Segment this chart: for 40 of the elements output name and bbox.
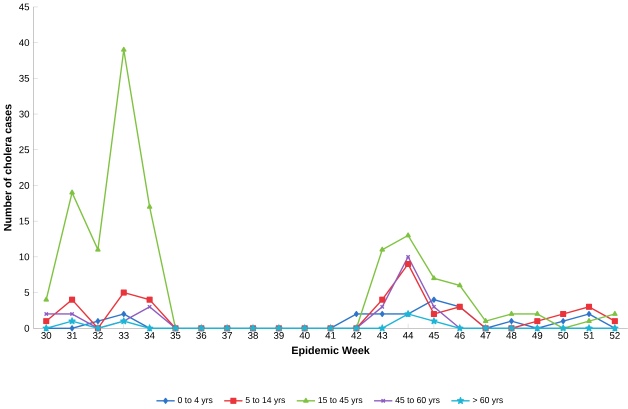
x-tick-label: 31 xyxy=(67,332,77,339)
x-tick-label: 39 xyxy=(274,332,284,339)
x-tick-label: 33 xyxy=(118,332,129,339)
y-tick-label: 15 xyxy=(20,218,30,225)
x-tick-label: 51 xyxy=(584,332,594,339)
x-tick-label: 45 xyxy=(428,332,439,339)
legend-label: 45 to 60 yrs xyxy=(395,397,440,405)
x-tick-label: 52 xyxy=(610,332,620,339)
y-tick-label: 40 xyxy=(19,39,30,46)
x-tick-label: 32 xyxy=(92,332,103,339)
x-tick-label: 50 xyxy=(558,332,568,339)
x-tick-label: 48 xyxy=(506,332,516,339)
x-tick-label: 42 xyxy=(351,332,362,339)
legend-label: 5 to 14 yrs xyxy=(246,397,286,405)
x-tick-label: 47 xyxy=(480,332,490,339)
x-tick-label: 36 xyxy=(196,332,206,339)
x-tick-label: 37 xyxy=(222,332,232,339)
y-tick-label: 5 xyxy=(24,289,30,296)
x-tick-label: 38 xyxy=(248,332,258,339)
y-tick-label: 20 xyxy=(19,182,30,189)
x-tick-label: 46 xyxy=(454,332,465,339)
x-tick-label: 44 xyxy=(402,332,414,339)
y-tick-label: 0 xyxy=(24,324,30,332)
x-tick-label: 43 xyxy=(377,332,388,339)
x-tick-label: 41 xyxy=(325,332,336,339)
x-axis-title: Epidemic Week xyxy=(292,346,370,356)
x-tick-label: 34 xyxy=(144,332,155,339)
y-tick-label: 30 xyxy=(19,110,30,118)
y-tick-label: 25 xyxy=(19,146,30,154)
legend-label: 0 to 4 yrs xyxy=(178,397,212,405)
x-tick-label: 35 xyxy=(170,332,180,339)
x-tick-label: 40 xyxy=(300,332,310,339)
y-tick-label: 45 xyxy=(19,4,30,10)
y-tick-label: 35 xyxy=(19,74,30,82)
x-tick-label: 49 xyxy=(532,332,542,339)
legend-label: > 60 yrs xyxy=(472,397,503,405)
y-axis-title: Number of cholera cases xyxy=(4,104,12,231)
x-tick-label: 30 xyxy=(41,332,52,339)
y-tick-label: 10 xyxy=(20,253,30,260)
legend-label: 15 to 45 yrs xyxy=(318,397,362,405)
